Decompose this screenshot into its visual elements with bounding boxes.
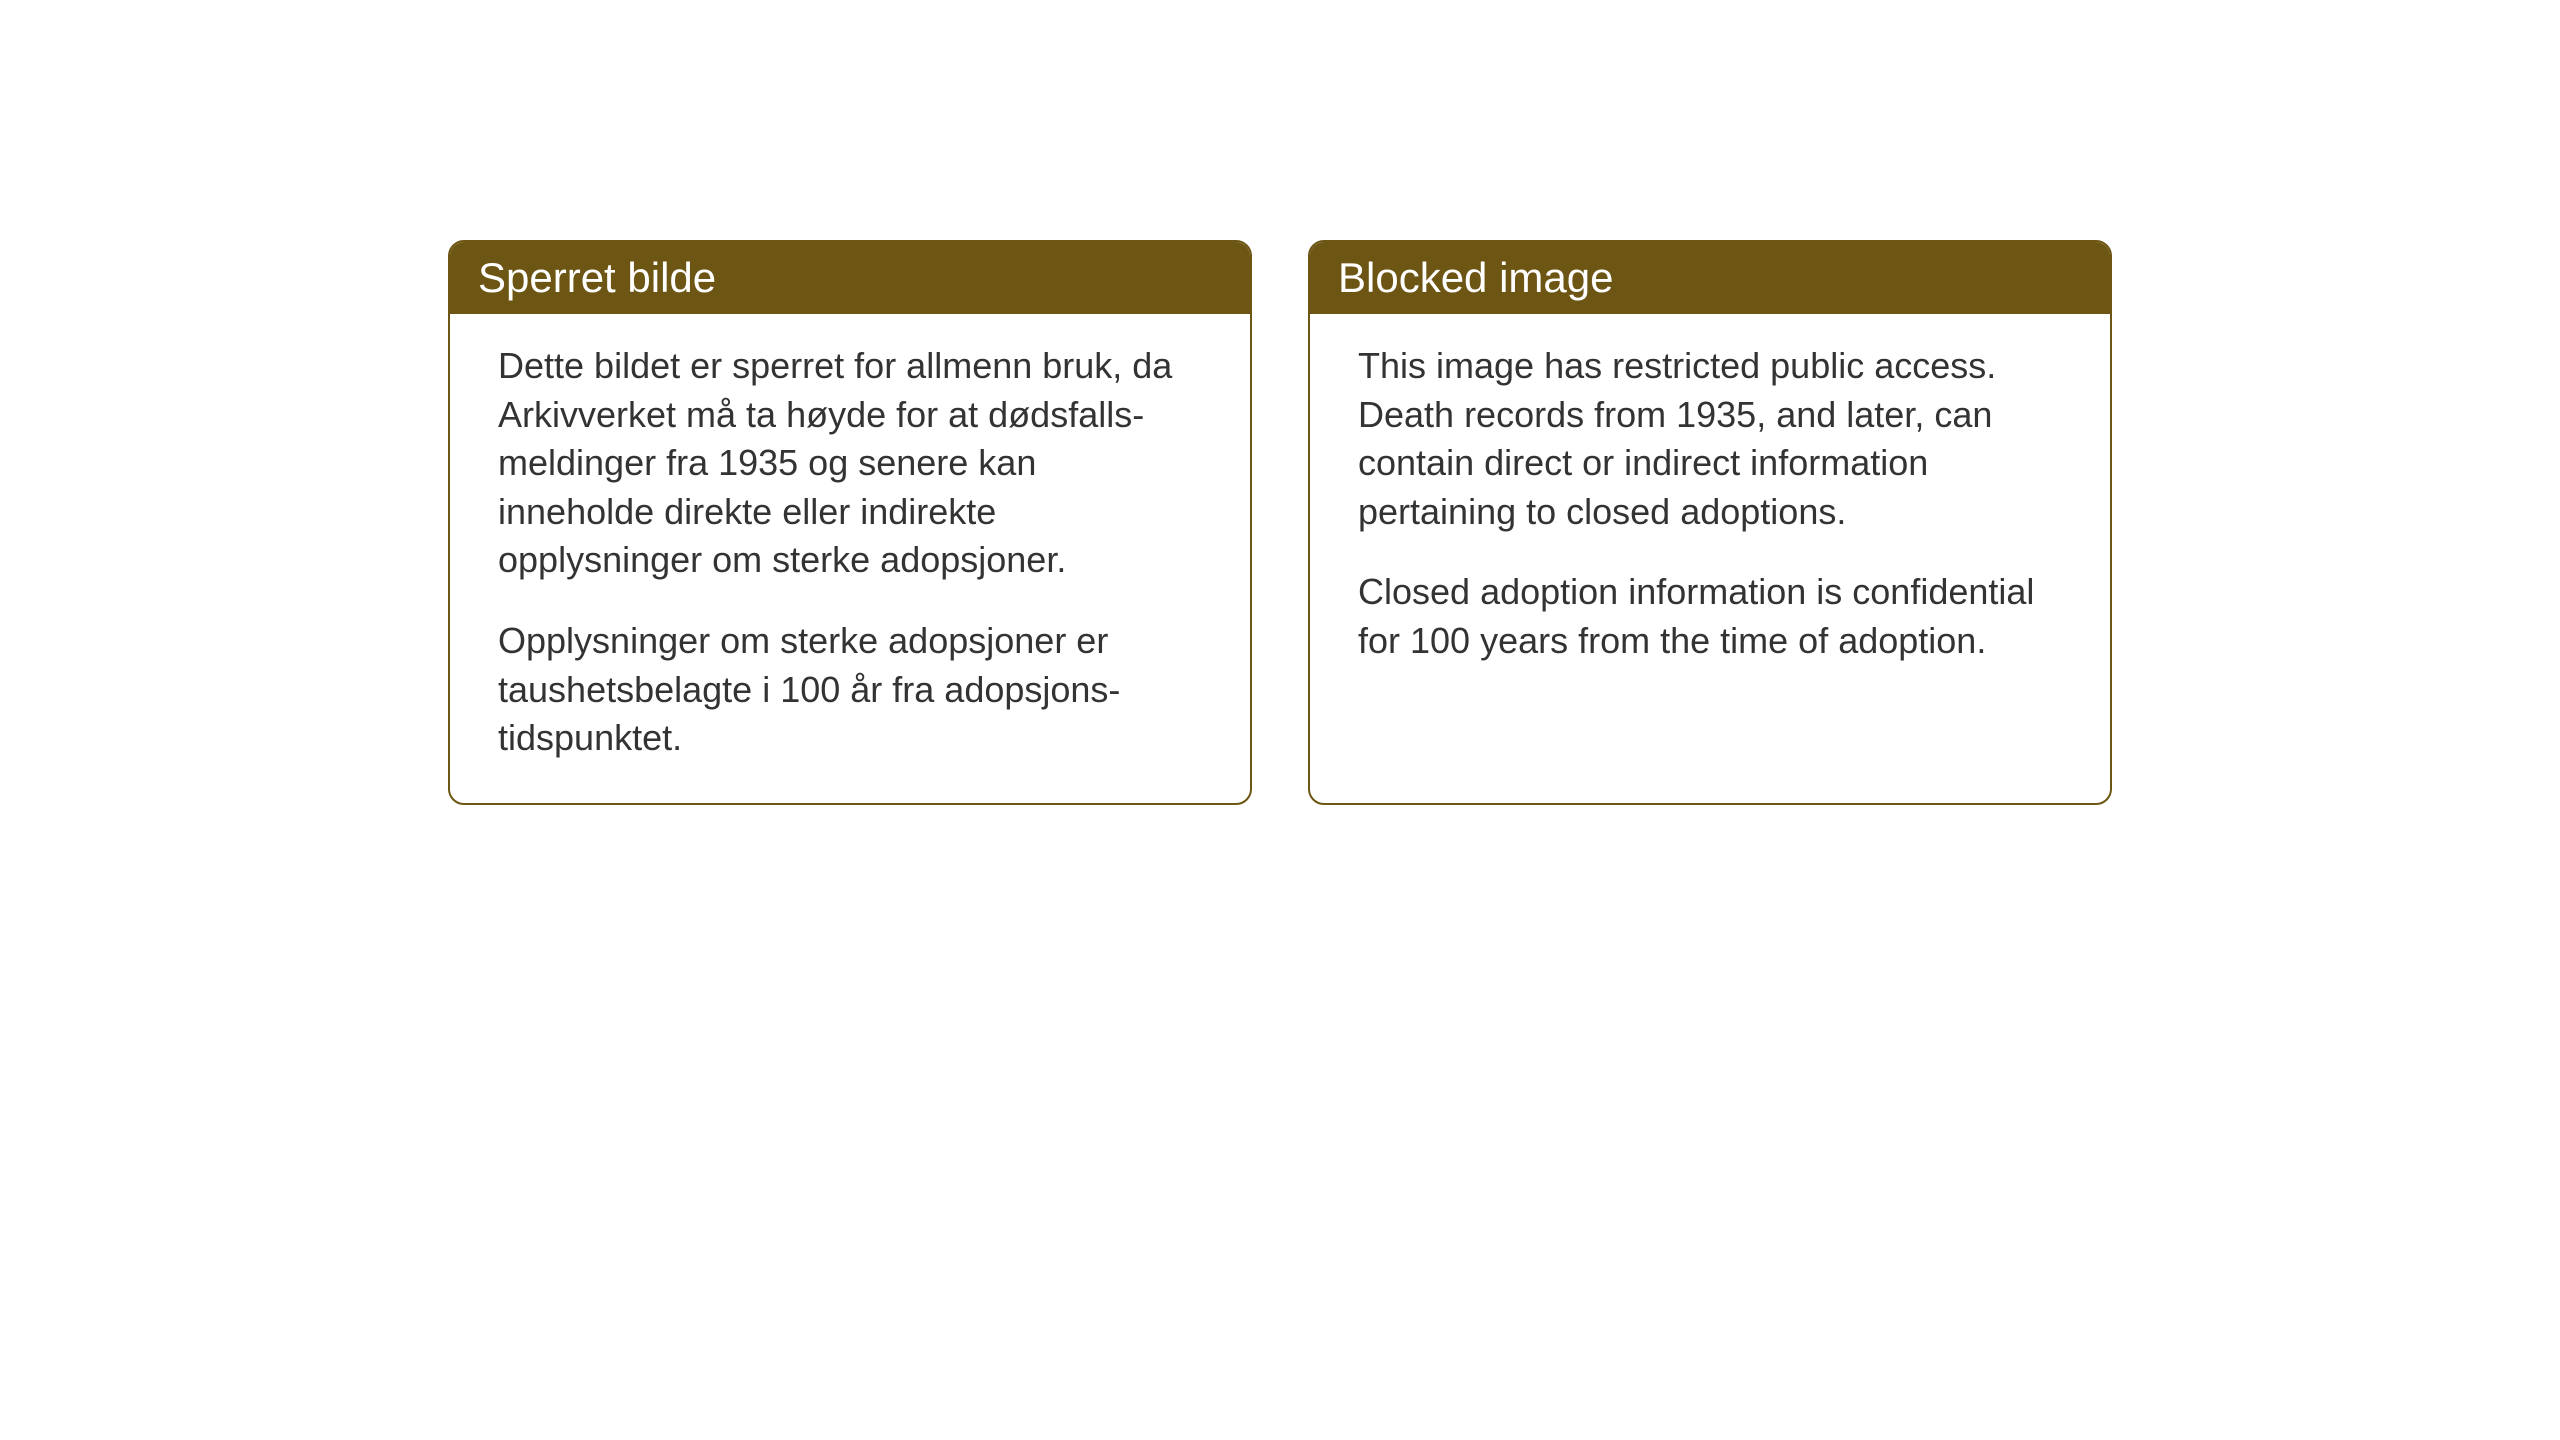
card-title-norwegian: Sperret bilde (478, 254, 716, 301)
notice-container: Sperret bilde Dette bildet er sperret fo… (448, 240, 2112, 805)
notice-card-norwegian: Sperret bilde Dette bildet er sperret fo… (448, 240, 1252, 805)
card-header-english: Blocked image (1310, 242, 2110, 314)
card-paragraph-norwegian-2: Opplysninger om sterke adopsjoner er tau… (498, 617, 1202, 763)
card-paragraph-norwegian-1: Dette bildet er sperret for allmenn bruk… (498, 342, 1202, 585)
notice-card-english: Blocked image This image has restricted … (1308, 240, 2112, 805)
card-paragraph-english-2: Closed adoption information is confident… (1358, 568, 2062, 665)
card-header-norwegian: Sperret bilde (450, 242, 1250, 314)
card-body-english: This image has restricted public access.… (1310, 314, 2110, 706)
card-body-norwegian: Dette bildet er sperret for allmenn bruk… (450, 314, 1250, 803)
card-paragraph-english-1: This image has restricted public access.… (1358, 342, 2062, 536)
card-title-english: Blocked image (1338, 254, 1613, 301)
